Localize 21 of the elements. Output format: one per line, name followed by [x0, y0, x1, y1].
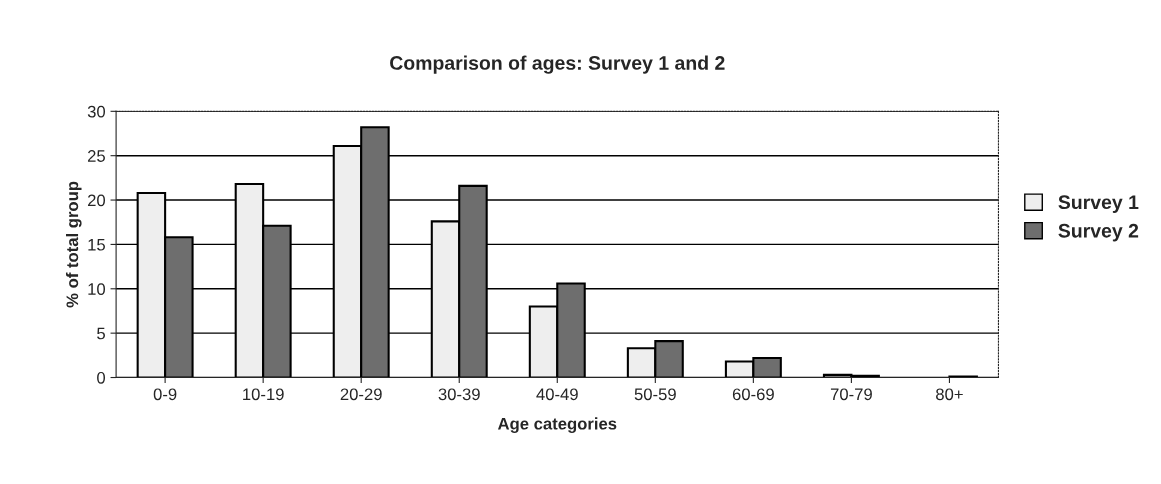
x-tick-label: 80+: [936, 388, 963, 401]
legend-label: Survey 1: [1058, 195, 1139, 213]
chart-title: Comparison of ages: Survey 1 and 2: [390, 55, 725, 74]
y-tick-label: 20: [87, 194, 106, 207]
y-tick-label: 25: [87, 150, 105, 162]
x-tick-label: 70-79: [830, 388, 872, 401]
y-tick-label: 30: [87, 105, 106, 118]
y-axis-title: % of total group: [65, 181, 82, 308]
legend-label: Survey 2: [1058, 223, 1139, 242]
x-tick-label: 20-29: [340, 388, 382, 401]
x-tick-label: 50-59: [634, 388, 676, 401]
y-tick-label: 10: [88, 283, 106, 295]
x-tick-label: 0-9: [153, 388, 177, 401]
x-tick-label: 10-19: [243, 388, 284, 401]
x-tick-label: 30-39: [438, 388, 480, 401]
y-tick-label: 5: [97, 327, 105, 340]
y-tick-label: 0: [97, 371, 106, 384]
y-tick-label: 15: [88, 238, 105, 251]
x-axis-title: Age categories: [497, 417, 617, 433]
x-tick-label: 40-49: [536, 388, 578, 401]
x-tick-label: 60-69: [732, 388, 774, 401]
